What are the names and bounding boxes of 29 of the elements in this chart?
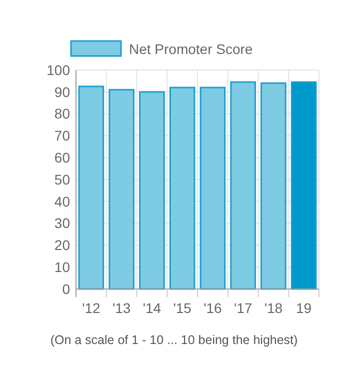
y-tick-label: 0 xyxy=(62,280,70,297)
bar xyxy=(78,86,104,290)
y-tick-label: 80 xyxy=(54,106,70,122)
y-tick-label: 40 xyxy=(54,193,70,210)
bar xyxy=(230,81,256,290)
bar xyxy=(108,88,134,290)
x-tick-label: '18 xyxy=(264,300,283,316)
x-tick-label: '15 xyxy=(173,300,192,316)
y-tick-label: 50 xyxy=(54,171,70,188)
x-tick-label: 19 xyxy=(296,300,312,316)
y-tick-label: 90 xyxy=(54,84,70,100)
bar xyxy=(200,86,226,290)
bar xyxy=(169,86,196,290)
bar xyxy=(139,91,165,290)
y-tick-label: 10 xyxy=(54,259,70,275)
y-tick-label: 20 xyxy=(54,237,70,254)
x-tick-label: '14 xyxy=(142,300,162,316)
y-tick-label: 100 xyxy=(46,62,70,78)
text: (On a scale of 1 - 10 ... 10 being the highest) xyxy=(50,333,298,347)
bar xyxy=(290,81,317,290)
y-tick-label: 30 xyxy=(54,215,70,232)
x-tick-label: '17 xyxy=(234,300,252,316)
y-tick-label: 70 xyxy=(54,128,70,144)
legend-label: Net Promoter Score xyxy=(129,40,253,57)
x-tick-label: '16 xyxy=(204,300,222,316)
bar xyxy=(260,82,286,290)
x-tick-label: '12 xyxy=(82,300,101,316)
y-tick-label: 60 xyxy=(54,150,70,166)
x-tick-label: '13 xyxy=(112,300,131,316)
